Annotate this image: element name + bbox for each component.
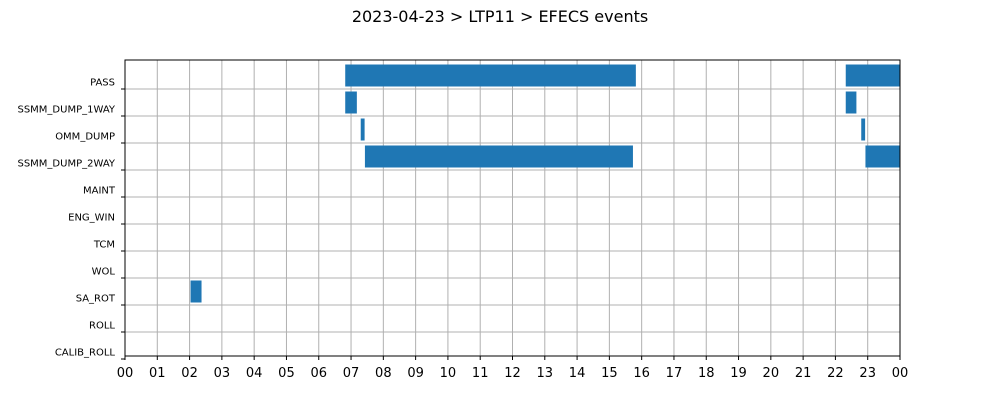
chart-title: 2023-04-23 > LTP11 > EFECS events (352, 7, 648, 26)
x-tick-label: 06 (310, 366, 327, 381)
event-bar (865, 145, 900, 168)
y-tick-label: PASS (90, 78, 115, 89)
axis-layer: 00 01 02 03 04 05 06 07 08 09 10 11 12 13 14 15 16 17 18 19… (17, 78, 908, 382)
x-tick-label: 20 (763, 366, 780, 381)
x-tick-label: 16 (633, 366, 650, 381)
x-tick-label: 08 (375, 366, 392, 381)
x-tick-label: 00 (117, 366, 134, 381)
x-tick-label: 03 (214, 366, 231, 381)
y-tick-label: ENG_WIN (68, 213, 115, 224)
x-tick-label: 10 (440, 366, 457, 381)
x-tick-label: 19 (730, 366, 747, 381)
x-tick-label: 11 (472, 366, 489, 381)
x-tick-label: 07 (343, 366, 360, 381)
y-tick-label: OMM_DUMP (55, 132, 115, 143)
x-tick-label: 00 (892, 366, 909, 381)
x-tick-label: 23 (859, 366, 876, 381)
event-bar (364, 145, 633, 168)
bars-layer (190, 64, 900, 303)
event-bar (845, 91, 857, 114)
y-tick-label: CALIB_ROLL (55, 348, 116, 359)
event-bar (845, 64, 900, 87)
x-tick-label: 09 (407, 366, 424, 381)
event-bar (360, 118, 365, 141)
y-tick-label: SSMM_DUMP_2WAY (17, 159, 115, 170)
event-bar (345, 64, 636, 87)
x-tick-label: 21 (795, 366, 812, 381)
x-tick-label: 15 (601, 366, 618, 381)
y-tick-label: TCM (93, 240, 115, 251)
event-bar (861, 118, 866, 141)
y-tick-label: SA_ROT (76, 294, 116, 305)
x-tick-label: 14 (569, 366, 586, 381)
x-tick-label: 17 (666, 366, 683, 381)
x-tick-label: 04 (246, 366, 263, 381)
event-bar (345, 91, 357, 114)
y-tick-label: WOL (92, 267, 116, 278)
y-tick-label: SSMM_DUMP_1WAY (17, 105, 115, 116)
plot-frame (124, 59, 901, 357)
event-bar (190, 280, 202, 303)
grid-layer (124, 60, 901, 356)
x-tick-label: 22 (827, 366, 844, 381)
x-tick-label: 05 (278, 366, 295, 381)
y-tick-label: MAINT (83, 186, 116, 197)
x-tick-label: 18 (698, 366, 715, 381)
x-tick-label: 02 (181, 366, 198, 381)
x-tick-label: 12 (504, 366, 521, 381)
x-tick-label: 01 (149, 366, 166, 381)
x-tick-label: 13 (537, 366, 554, 381)
y-tick-label: ROLL (89, 321, 115, 332)
